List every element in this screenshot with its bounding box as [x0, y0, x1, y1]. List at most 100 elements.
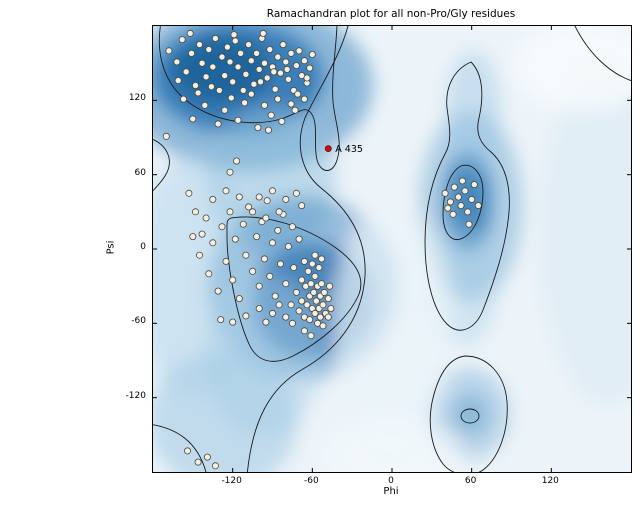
- residue-point: [221, 106, 229, 114]
- residue-point: [223, 43, 231, 51]
- residue-point: [310, 288, 318, 296]
- residue-point: [282, 58, 290, 66]
- plot-title: Ramachandran plot for all non-Pro/Gly re…: [266, 8, 516, 20]
- residue-point: [194, 89, 202, 97]
- residue-point: [198, 59, 206, 67]
- x-tick-label: 0: [388, 476, 394, 486]
- marked-residue-layer: A 435: [324, 144, 363, 155]
- residue-point: [192, 82, 200, 90]
- residue-point: [324, 295, 332, 303]
- residue-point: [263, 74, 271, 82]
- residue-point: [247, 90, 255, 98]
- residue-point: [284, 242, 292, 250]
- residue-point: [255, 282, 263, 290]
- residue-point: [205, 45, 213, 53]
- residue-point: [261, 255, 269, 263]
- residue-point: [474, 202, 482, 210]
- residue-point: [226, 208, 234, 216]
- residue-point: [235, 295, 243, 303]
- residue-point: [306, 316, 314, 324]
- residue-point: [196, 41, 204, 49]
- y-tick-label: 0: [140, 242, 146, 252]
- residue-point: [307, 280, 315, 288]
- residue-point: [242, 70, 250, 78]
- residue-point: [237, 49, 245, 57]
- residue-point: [300, 95, 308, 103]
- residue-point: [229, 276, 237, 284]
- x-tick-label: -120: [221, 476, 242, 486]
- contour-line: [424, 61, 510, 331]
- residue-point: [267, 111, 275, 119]
- residue-point: [277, 260, 285, 268]
- residue-point: [294, 90, 302, 98]
- density-layer: [153, 26, 631, 472]
- residue-point: [441, 189, 449, 197]
- residue-point: [446, 198, 454, 206]
- marked-residue-label: A 435: [335, 144, 363, 155]
- residue-point: [211, 462, 219, 470]
- residue-point: [274, 226, 282, 234]
- residue-point: [257, 78, 265, 86]
- residue-point: [282, 195, 290, 203]
- residue-point: [283, 65, 291, 73]
- contour-line: [460, 408, 480, 424]
- residue-point: [290, 264, 298, 272]
- residue-point: [279, 41, 287, 49]
- marked-residue-point: [324, 145, 332, 153]
- residue-point: [255, 304, 263, 312]
- residue-point: [198, 230, 206, 238]
- residue-point: [226, 58, 234, 66]
- residue-point: [311, 251, 319, 259]
- tick-marks: [153, 26, 631, 472]
- residue-point: [242, 312, 250, 320]
- residue-point: [282, 313, 290, 321]
- contour-line: [247, 26, 366, 472]
- residue-point: [249, 208, 257, 216]
- residue-point: [245, 41, 253, 49]
- residue-point: [255, 65, 263, 73]
- residue-point: [192, 208, 200, 216]
- x-tick-label: 60: [464, 476, 477, 486]
- residue-point: [231, 37, 239, 45]
- residue-point: [253, 233, 261, 241]
- residue-point: [209, 195, 217, 203]
- residue-point: [315, 264, 323, 272]
- residue-point: [269, 239, 277, 247]
- x-tick-label: -60: [303, 476, 319, 486]
- residue-point: [318, 255, 326, 263]
- residue-point: [196, 251, 204, 259]
- density-blob: [452, 395, 488, 435]
- residue-point: [458, 177, 466, 185]
- residue-point: [295, 235, 303, 243]
- residue-point: [231, 235, 239, 243]
- residue-point: [454, 193, 462, 201]
- residue-point: [291, 106, 299, 114]
- residue-point: [266, 272, 274, 280]
- residue-point: [194, 458, 202, 466]
- residue-point: [318, 280, 326, 288]
- residue-point: [209, 239, 217, 247]
- contour-line: [429, 355, 508, 472]
- residue-point: [254, 124, 262, 132]
- contour-line: [158, 26, 340, 171]
- residue-point: [326, 282, 334, 290]
- residue-point: [457, 202, 465, 210]
- residue-point: [284, 75, 292, 83]
- residue-point: [249, 267, 257, 275]
- residue-point: [250, 80, 258, 88]
- residue-point: [214, 287, 222, 295]
- residue-point: [312, 297, 320, 305]
- scatter-points-layer: [162, 29, 482, 470]
- contour-line: [153, 139, 170, 192]
- density-blob: [323, 416, 463, 472]
- residue-point: [311, 272, 319, 280]
- residue-point: [165, 47, 173, 55]
- residue-point: [269, 187, 277, 195]
- contour-layer: [153, 26, 631, 472]
- residue-point: [270, 68, 278, 76]
- residue-point: [209, 63, 217, 71]
- residue-point: [235, 193, 243, 201]
- residue-point: [234, 116, 242, 124]
- residue-point: [287, 49, 295, 57]
